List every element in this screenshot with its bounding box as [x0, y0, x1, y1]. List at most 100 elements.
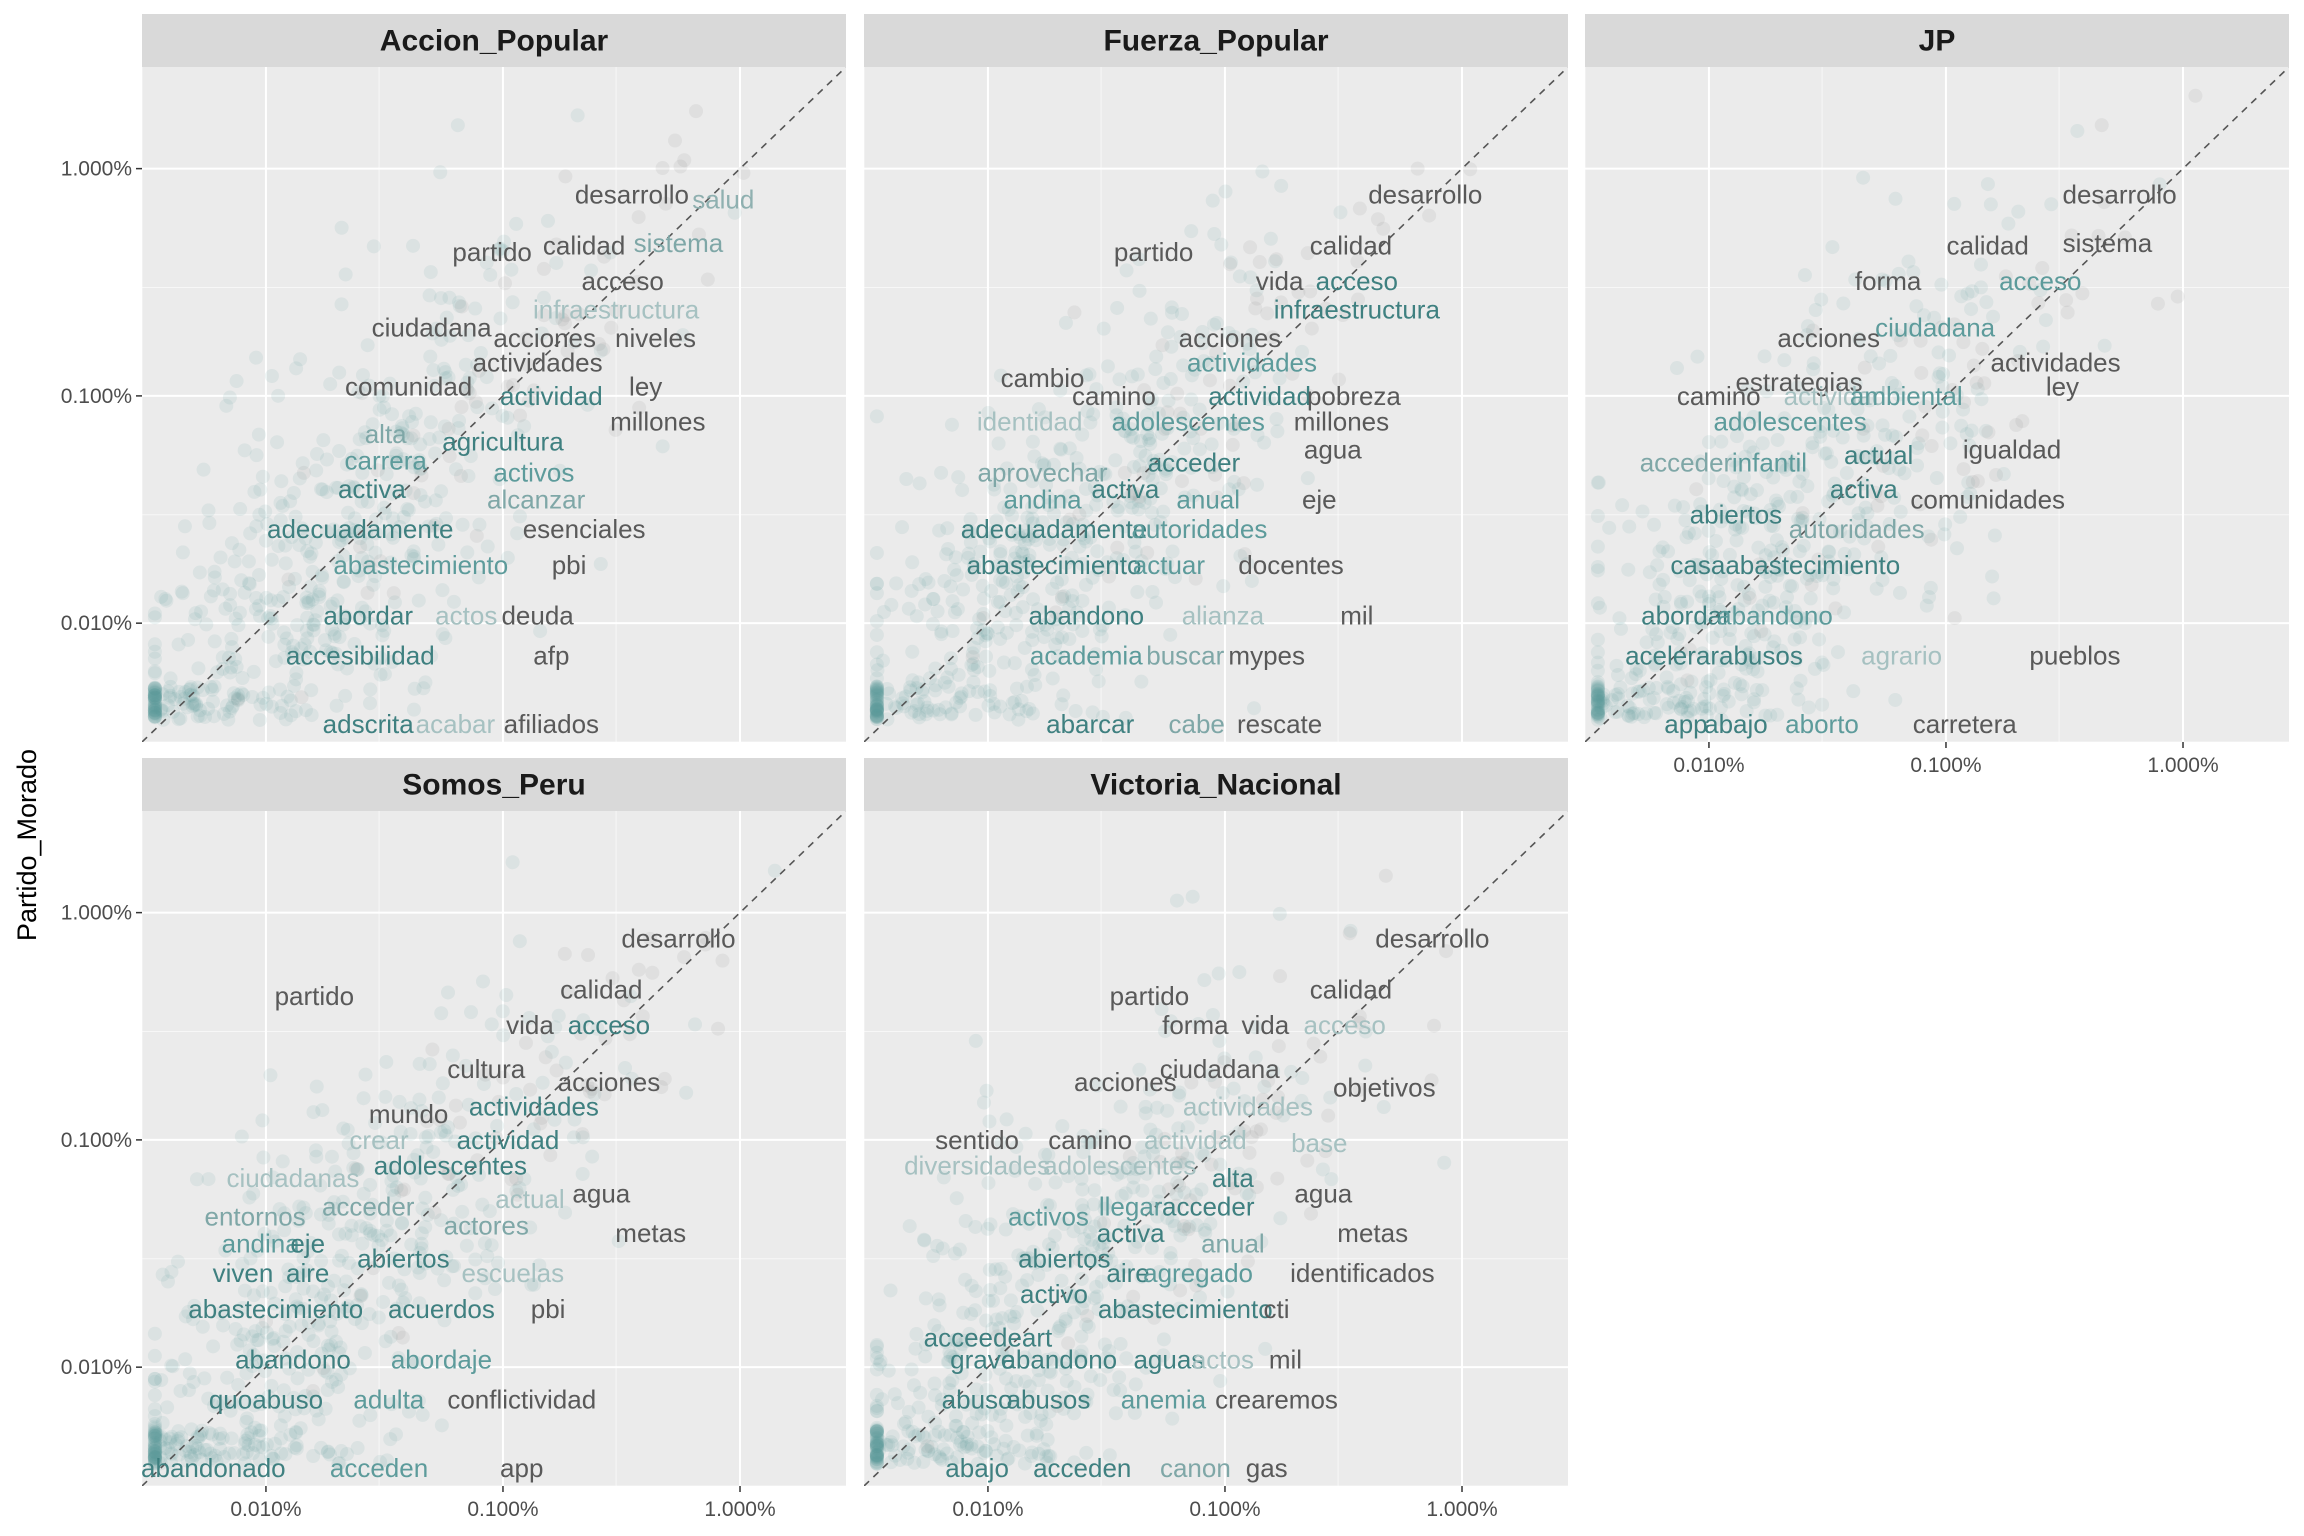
point — [454, 1177, 469, 1192]
point — [1714, 712, 1729, 727]
point — [306, 1105, 321, 1120]
point — [147, 709, 162, 724]
point — [1694, 701, 1709, 716]
point — [492, 242, 507, 257]
point — [319, 485, 334, 500]
point — [1073, 1220, 1088, 1235]
point — [524, 1277, 539, 1292]
point — [1165, 455, 1180, 470]
point — [869, 701, 884, 716]
point — [910, 696, 925, 711]
point — [1066, 1406, 1081, 1421]
point — [1815, 568, 1830, 583]
point — [340, 661, 355, 676]
point — [700, 272, 715, 287]
point — [1856, 170, 1871, 185]
word-label: autoridades — [1131, 514, 1267, 544]
point — [383, 1228, 398, 1243]
point — [292, 1199, 307, 1214]
point — [1590, 695, 1605, 710]
point — [869, 712, 884, 727]
point — [264, 552, 279, 567]
point — [1734, 482, 1749, 497]
point — [1042, 1404, 1057, 1419]
point — [308, 1143, 323, 1158]
point — [956, 1424, 971, 1439]
word-label: sistema — [634, 228, 724, 258]
point — [1186, 431, 1201, 446]
point — [193, 703, 208, 718]
point — [1590, 707, 1605, 722]
point — [1059, 515, 1074, 530]
point — [982, 531, 997, 546]
word-label: diversidades — [904, 1151, 1050, 1181]
point — [1001, 502, 1016, 517]
point — [171, 1424, 186, 1439]
point — [428, 446, 443, 461]
point — [323, 377, 338, 392]
point — [509, 1086, 524, 1101]
point — [1791, 692, 1806, 707]
point — [479, 370, 494, 385]
point — [355, 386, 370, 401]
point — [1737, 593, 1752, 608]
point — [1007, 1316, 1022, 1331]
point — [147, 693, 162, 708]
point — [1878, 274, 1893, 289]
point — [1236, 476, 1251, 491]
point — [418, 1220, 433, 1235]
point — [1029, 533, 1044, 548]
point — [436, 361, 451, 376]
y-tick-label: 0.100% — [61, 385, 132, 408]
point — [415, 1201, 430, 1216]
point — [162, 1431, 177, 1446]
point — [947, 562, 962, 577]
point — [391, 1278, 406, 1293]
point — [873, 1354, 888, 1369]
word-label: activo — [1020, 1279, 1088, 1309]
word-label: llegar — [1099, 1191, 1163, 1221]
point — [1295, 1071, 1310, 1086]
point — [199, 617, 214, 632]
point — [1746, 409, 1761, 424]
point — [209, 1454, 224, 1469]
point — [247, 1420, 262, 1435]
point — [1240, 556, 1255, 571]
point — [147, 1450, 162, 1465]
point — [249, 1354, 264, 1369]
point — [948, 1332, 963, 1347]
point — [932, 1449, 947, 1464]
point — [1237, 1094, 1252, 1109]
point — [1595, 691, 1610, 706]
point — [1112, 1370, 1127, 1385]
point — [1173, 1283, 1188, 1298]
point — [931, 702, 946, 717]
point — [939, 547, 954, 562]
point — [1168, 1198, 1183, 1213]
point — [164, 1264, 179, 1279]
point — [249, 448, 264, 463]
point — [282, 580, 297, 595]
point — [2118, 230, 2133, 245]
point — [1759, 384, 1774, 399]
point — [1100, 1359, 1115, 1374]
point — [254, 1396, 269, 1411]
word-label: ley — [2046, 371, 2079, 401]
point — [147, 700, 162, 715]
point — [1094, 629, 1109, 644]
point — [355, 465, 370, 480]
point — [255, 1320, 270, 1335]
point — [1057, 1216, 1072, 1231]
point — [1009, 1305, 1024, 1320]
point — [984, 1430, 999, 1445]
point — [986, 477, 1001, 492]
point — [1122, 1149, 1137, 1164]
point — [521, 393, 536, 408]
point — [983, 1217, 998, 1232]
point — [242, 1343, 257, 1358]
point — [1266, 1064, 1281, 1079]
point — [1740, 382, 1755, 397]
point — [1815, 610, 1830, 625]
point — [463, 449, 478, 464]
point — [314, 482, 329, 497]
